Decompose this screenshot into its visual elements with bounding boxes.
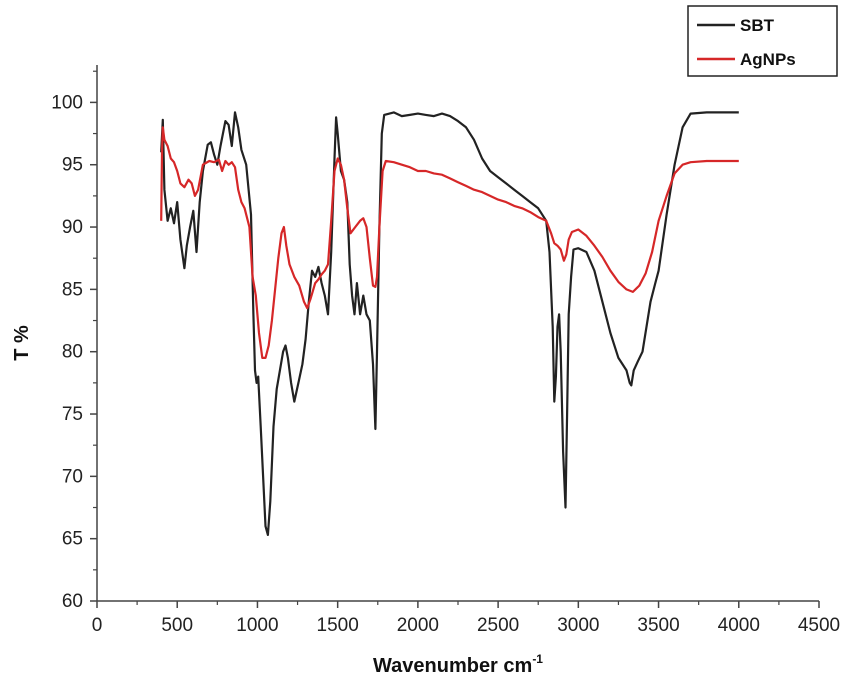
x-tick-label: 500 bbox=[161, 615, 193, 636]
x-tick-label: 1500 bbox=[317, 615, 359, 636]
y-tick-label: 85 bbox=[62, 279, 83, 300]
x-axis-title-superscript: -1 bbox=[532, 652, 543, 666]
x-tick-label: 4500 bbox=[798, 615, 840, 636]
y-tick-label: 75 bbox=[62, 404, 83, 425]
y-tick-label: 90 bbox=[62, 217, 83, 238]
x-axis-title: Wavenumber cm-1 bbox=[373, 652, 543, 677]
x-tick-label: 4000 bbox=[718, 615, 760, 636]
y-tick-label: 95 bbox=[62, 155, 83, 176]
y-tick-label: 100 bbox=[51, 92, 83, 113]
series-line-sbt bbox=[160, 111, 739, 536]
legend: SBT AgNPs bbox=[687, 5, 838, 77]
x-tick-label: 3500 bbox=[637, 615, 679, 636]
plot-lines bbox=[160, 111, 739, 536]
x-tick-label: 3000 bbox=[557, 615, 599, 636]
x-tick-label: 2000 bbox=[397, 615, 439, 636]
legend-label-sbt: SBT bbox=[740, 16, 775, 35]
y-tick-label: 70 bbox=[62, 466, 83, 487]
x-tick-label: 0 bbox=[92, 615, 103, 636]
legend-label-agnps: AgNPs bbox=[740, 50, 796, 69]
x-tick-label: 2500 bbox=[477, 615, 519, 636]
y-tick-label: 60 bbox=[62, 591, 83, 612]
y-tick-label: 65 bbox=[62, 529, 83, 550]
legend-box bbox=[687, 5, 838, 77]
axes bbox=[96, 65, 819, 602]
x-axis-title-text: Wavenumber cm bbox=[373, 655, 532, 677]
y-ticks: 60 65 70 75 80 85 90 95 100 bbox=[51, 70, 97, 612]
x-ticks: 0 500 1000 1500 2000 2500 3000 3500 4000 4500 bbox=[92, 601, 840, 636]
y-tick-label: 80 bbox=[62, 342, 83, 363]
series-line-agnps bbox=[160, 126, 739, 359]
x-tick-label: 1000 bbox=[236, 615, 278, 636]
y-axis-title: T % bbox=[11, 325, 33, 361]
